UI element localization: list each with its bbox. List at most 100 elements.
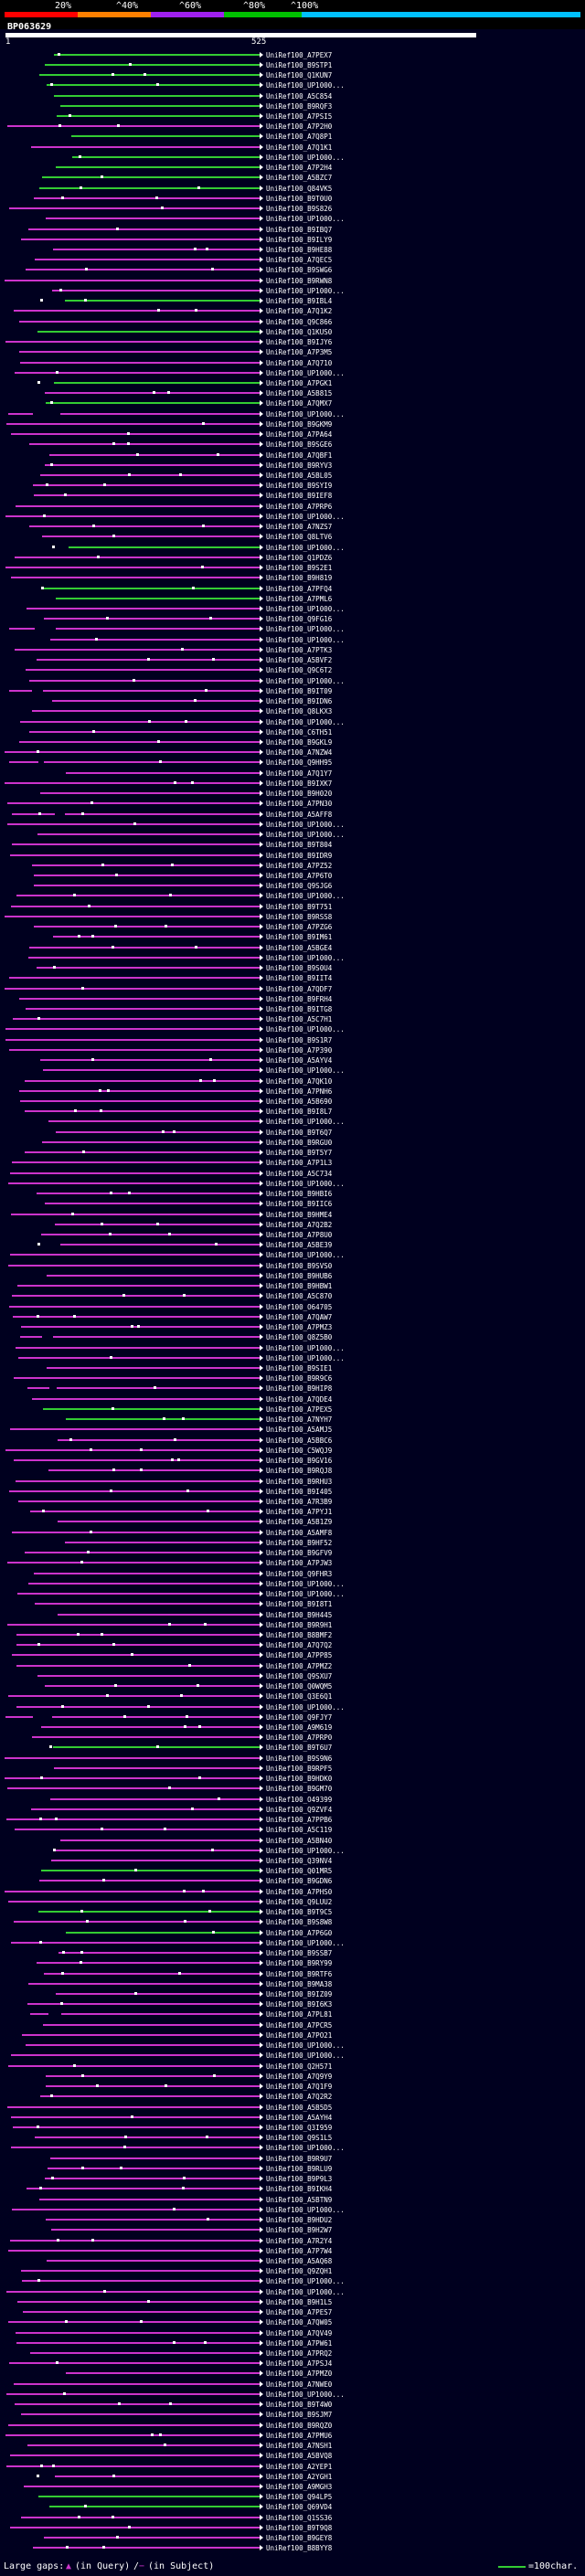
hit-label-link[interactable]: UniRef100_A5AYH4 — [266, 2114, 333, 2122]
hit-label-link[interactable]: UniRef100_B9S9N6 — [266, 1754, 333, 1763]
hit-label-link[interactable]: UniRef100_A7PFQ4 — [266, 585, 333, 593]
hit-label-link[interactable]: UniRef100_B9GFV9 — [266, 1549, 332, 1557]
hit-label-link[interactable]: UniRef100_A7PEX5 — [266, 1405, 332, 1414]
hit-label-link[interactable]: UniRef100_Q8Z5B0 — [266, 1333, 333, 1341]
hit-label-link[interactable]: UniRef100_A7QV49 — [266, 2329, 332, 2337]
hit-row[interactable]: UniRef100_UP1000... — [46, 215, 345, 223]
hit-label-link[interactable]: UniRef100_A7P6G0 — [266, 1929, 333, 1937]
hit-row[interactable]: UniRef100_B9I6K3 — [27, 2000, 332, 2009]
hit-label-link[interactable]: UniRef100_B9GKM9 — [266, 420, 332, 429]
hit-label-link[interactable]: UniRef100_B9RHU3 — [266, 1478, 332, 1486]
hit-row[interactable]: UniRef100_O64705 — [9, 1303, 332, 1311]
hit-label-link[interactable]: UniRef100_A5AFF8 — [266, 811, 333, 819]
hit-row[interactable]: UniRef100_B9SIE1 — [47, 1364, 332, 1373]
hit-row[interactable]: UniRef100_UP1000... — [50, 636, 345, 644]
hit-row[interactable]: UniRef100_B9IEF8 — [34, 492, 333, 500]
hit-label-link[interactable]: UniRef100_UP1000... — [266, 81, 345, 90]
hit-row[interactable]: UniRef100_B9H1L5 — [17, 2298, 332, 2306]
hit-label-link[interactable]: UniRef100_Q3I959 — [266, 2124, 332, 2132]
hit-row[interactable]: UniRef100_A7PRP0 — [32, 1733, 333, 1742]
hit-row[interactable]: UniRef100_B9T4W0 — [15, 2401, 333, 2409]
hit-row[interactable]: UniRef100_B9S826 — [9, 205, 333, 213]
hit-row[interactable]: UniRef100_A7PEX7 — [54, 51, 332, 59]
hit-row[interactable]: UniRef100_Q9ZVF4 — [31, 1806, 333, 1814]
hit-label-link[interactable]: UniRef100_B9H819 — [266, 574, 332, 582]
hit-label-link[interactable]: UniRef100_A5BTN9 — [266, 2196, 332, 2204]
hit-row[interactable]: UniRef100_B9S8W8 — [14, 1918, 333, 1926]
hit-row[interactable]: UniRef100_B9IKH4 — [27, 2185, 333, 2193]
hit-row[interactable]: UniRef100_A7QAW7 — [13, 1313, 332, 1321]
hit-row[interactable]: UniRef100_B9T9C5 — [38, 1908, 332, 1916]
hit-row[interactable]: UniRef100_A7PZG6 — [34, 923, 333, 931]
hit-label-link[interactable]: UniRef100_B9HME4 — [266, 1211, 333, 1219]
hit-row[interactable]: UniRef100_B9IXK7 — [5, 779, 332, 788]
hit-label-link[interactable]: UniRef100_B9HBI6 — [266, 1190, 333, 1198]
hit-row[interactable]: UniRef100_Q1KUS0 — [37, 328, 333, 336]
hit-row[interactable]: UniRef100_A7P8U0 — [41, 1231, 333, 1239]
hit-label-link[interactable]: UniRef100_B9HDK0 — [266, 1775, 333, 1783]
hit-row[interactable]: UniRef100_Q9FJY7 — [5, 1713, 332, 1722]
hit-row[interactable]: UniRef100_B9RQZ0 — [8, 2422, 333, 2430]
hit-label-link[interactable]: UniRef100_B9S8W8 — [266, 1918, 333, 1926]
hit-row[interactable]: UniRef100_A7PRP6 — [16, 503, 333, 511]
hit-label-link[interactable]: UniRef100_UP1000... — [266, 1066, 345, 1075]
hit-row[interactable]: UniRef100_B9T751 — [11, 903, 332, 911]
hit-row[interactable]: UniRef100_A7Q1K1 — [31, 143, 332, 152]
hit-label-link[interactable]: UniRef100_A7QBF1 — [266, 451, 332, 460]
hit-label-link[interactable]: UniRef100_Q9FG16 — [266, 615, 333, 623]
hit-label-link[interactable]: UniRef100_B9I8L7 — [266, 1108, 332, 1116]
hit-label-link[interactable]: UniRef100_O49399 — [266, 1796, 332, 1804]
hit-row[interactable]: UniRef100_A5AQ68 — [47, 2257, 333, 2265]
hit-row[interactable]: UniRef100_Q9C6T2 — [26, 666, 332, 674]
hit-row[interactable]: UniRef100_Q0WQM5 — [45, 1682, 332, 1691]
hit-label-link[interactable]: UniRef100_A7QDE4 — [266, 1395, 333, 1404]
hit-row[interactable]: UniRef100_B9RPF5 — [54, 1765, 332, 1773]
hit-label-link[interactable]: UniRef100_B8BYY8 — [266, 2544, 333, 2552]
hit-label-link[interactable]: UniRef100_A5BZC7 — [266, 174, 332, 182]
hit-label-link[interactable]: UniRef100_A7P8U0 — [266, 1231, 333, 1239]
hit-row[interactable]: UniRef100_UP1000... — [18, 1354, 345, 1362]
hit-label-link[interactable]: UniRef100_UP1000... — [266, 821, 345, 829]
hit-label-link[interactable]: UniRef100_UP1000... — [266, 513, 345, 521]
hit-row[interactable]: UniRef100_B9IIC6 — [45, 1200, 333, 1208]
hit-label-link[interactable]: UniRef100_A7Q1K1 — [266, 143, 332, 152]
hit-label-link[interactable]: UniRef100_A7QMX7 — [266, 399, 332, 408]
hit-row[interactable]: UniRef100_A7PL81 — [30, 2010, 332, 2019]
hit-row[interactable]: UniRef100_UP1000... — [11, 2051, 345, 2060]
hit-row[interactable]: UniRef100_B9RTF6 — [44, 1970, 333, 1978]
hit-label-link[interactable]: UniRef100_A7PO21 — [266, 2031, 332, 2040]
hit-label-link[interactable]: UniRef100_UP1000... — [266, 2041, 345, 2050]
hit-label-link[interactable]: UniRef100_UP1000... — [266, 1847, 345, 1855]
hit-row[interactable]: UniRef100_A5BZC7 — [42, 174, 332, 182]
hit-row[interactable]: UniRef100_Q84VK5 — [39, 185, 332, 193]
hit-row[interactable]: UniRef100_A7Q2B2 — [55, 1221, 332, 1229]
hit-label-link[interactable]: UniRef100_A7QAW7 — [266, 1313, 332, 1321]
hit-label-link[interactable]: UniRef100_A5BGE4 — [266, 944, 333, 952]
hit-row[interactable]: UniRef100_A7PW61 — [16, 2339, 332, 2348]
hit-row[interactable]: UniRef100_Q9FG16 — [44, 615, 333, 623]
hit-label-link[interactable]: UniRef100_B9HIP8 — [266, 1384, 333, 1393]
hit-row[interactable]: UniRef100_B9IBL4 — [40, 297, 333, 305]
hit-row[interactable]: UniRef100_B9SJM7 — [21, 2411, 332, 2419]
hit-row[interactable]: UniRef100_A7PZ52 — [32, 862, 332, 870]
hit-label-link[interactable]: UniRef100_UP1000... — [266, 625, 345, 633]
hit-row[interactable]: UniRef100_B9RLU9 — [48, 2165, 332, 2173]
hit-label-link[interactable]: UniRef100_B9R9U7 — [266, 2155, 332, 2163]
hit-label-link[interactable]: UniRef100_UP1000... — [266, 410, 345, 419]
hit-label-link[interactable]: UniRef100_B9R9C6 — [266, 1374, 333, 1383]
hit-label-link[interactable]: UniRef100_Q84VK5 — [266, 185, 332, 193]
hit-row[interactable]: UniRef100_A5BE39 — [37, 1241, 332, 1249]
hit-label-link[interactable]: UniRef100_B9T5Y7 — [266, 1149, 332, 1157]
hit-row[interactable]: UniRef100_UP1000... — [7, 821, 345, 829]
hit-label-link[interactable]: UniRef100_A7PJW3 — [266, 1559, 332, 1567]
hit-label-link[interactable]: UniRef100_A5B5D5 — [266, 2104, 332, 2112]
hit-label-link[interactable]: UniRef100_A7PMZ2 — [266, 1662, 332, 1670]
hit-row[interactable]: UniRef100_B9HF52 — [65, 1539, 332, 1547]
hit-label-link[interactable]: UniRef100_B9ILY9 — [266, 236, 332, 244]
hit-label-link[interactable]: UniRef100_UP1000... — [266, 215, 345, 223]
hit-row[interactable]: UniRef100_A7NYH7 — [66, 1415, 332, 1424]
hit-row[interactable]: UniRef100_B9T6Q7 — [56, 1129, 332, 1137]
hit-label-link[interactable]: UniRef100_Q9LUU2 — [266, 1898, 332, 1906]
hit-row[interactable]: UniRef100_C6TH51 — [29, 728, 332, 737]
hit-row[interactable]: UniRef100_Q9SJG6 — [34, 882, 333, 890]
